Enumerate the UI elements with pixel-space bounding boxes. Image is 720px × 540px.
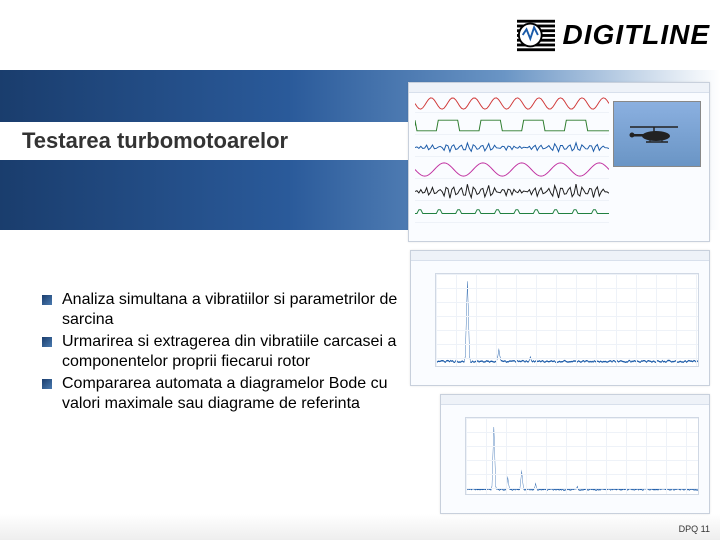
list-item: Urmarirea si extragerea din vibratiile c… — [42, 332, 402, 372]
footer-band — [0, 514, 720, 540]
bullet-text: Compararea automata a diagramelor Bode c… — [62, 374, 402, 414]
brand-logo: DIGITLINE — [517, 16, 710, 54]
trace — [415, 183, 609, 201]
brand-name: DIGITLINE — [563, 19, 710, 51]
panel-titlebar — [441, 395, 709, 405]
bullet-icon — [42, 295, 52, 305]
trace — [415, 161, 609, 179]
trace — [415, 95, 609, 113]
timeseries-traces — [415, 95, 609, 223]
bullet-list: Analiza simultana a vibratiilor si param… — [42, 290, 402, 416]
panel-titlebar — [411, 251, 709, 261]
spectrum-chart — [435, 273, 699, 367]
screenshot-spectrum-panel-2 — [440, 394, 710, 514]
spectrum-chart — [465, 417, 699, 495]
list-item: Analiza simultana a vibratiilor si param… — [42, 290, 402, 330]
screenshot-spectrum-panel-1 — [410, 250, 710, 386]
bullet-text: Analiza simultana a vibratiilor si param… — [62, 290, 402, 330]
footer-code: DPQ 11 — [679, 524, 710, 534]
header: DIGITLINE — [0, 0, 720, 70]
bullet-icon — [42, 379, 52, 389]
bullet-text: Urmarirea si extragerea din vibratiile c… — [62, 332, 402, 372]
panel-titlebar — [409, 83, 709, 93]
trace — [415, 117, 609, 135]
helicopter-inset — [613, 101, 701, 167]
helicopter-icon — [628, 124, 688, 144]
page-title: Testarea turbomotoarelor — [22, 122, 408, 160]
logo-mark-icon — [517, 16, 555, 54]
bullet-icon — [42, 337, 52, 347]
trace — [415, 205, 609, 223]
list-item: Compararea automata a diagramelor Bode c… — [42, 374, 402, 414]
screenshot-timeseries-panel — [408, 82, 710, 242]
trace — [415, 139, 609, 157]
